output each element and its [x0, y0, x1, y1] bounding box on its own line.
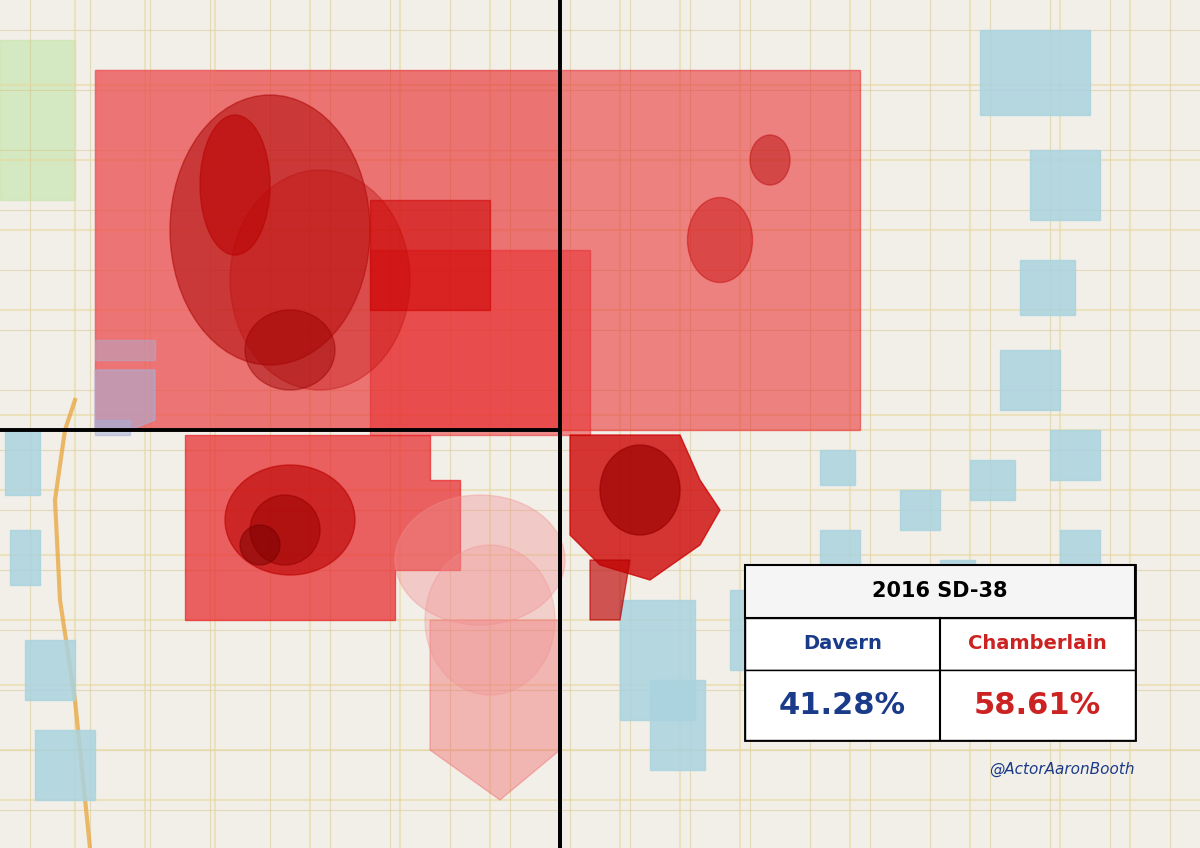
Ellipse shape [230, 170, 410, 390]
Bar [370, 200, 490, 310]
Ellipse shape [395, 495, 565, 625]
Text: Davern: Davern [803, 634, 882, 653]
Ellipse shape [200, 115, 270, 255]
Ellipse shape [245, 310, 335, 390]
Ellipse shape [750, 135, 790, 185]
Text: @ActorAaronBooth: @ActorAaronBooth [990, 762, 1135, 778]
Bar [1030, 150, 1100, 220]
Bar [95, 340, 155, 360]
Bar [1000, 350, 1060, 410]
Bar [820, 530, 860, 580]
Text: Chamberlain: Chamberlain [968, 634, 1106, 653]
Polygon shape [590, 560, 630, 620]
Bar [745, 617, 1135, 670]
Ellipse shape [425, 545, 554, 695]
Bar [560, 70, 860, 430]
Bar [620, 600, 695, 720]
Bar [25, 640, 74, 700]
Bar [940, 560, 974, 600]
Polygon shape [95, 370, 155, 430]
Bar [820, 450, 854, 485]
Polygon shape [430, 620, 560, 800]
Bar [1050, 430, 1100, 480]
Bar [370, 250, 590, 435]
Bar [745, 565, 1135, 617]
Bar [745, 670, 1135, 740]
Bar [1060, 530, 1100, 565]
Ellipse shape [170, 95, 370, 365]
Bar [95, 70, 215, 430]
Bar [650, 680, 706, 770]
Bar [95, 70, 560, 430]
Bar [900, 490, 940, 530]
Bar [730, 590, 775, 670]
Bar [760, 660, 796, 715]
Text: 58.61%: 58.61% [974, 690, 1102, 719]
Bar [860, 600, 895, 645]
Polygon shape [95, 420, 130, 435]
Ellipse shape [688, 198, 752, 282]
Ellipse shape [226, 465, 355, 575]
Ellipse shape [600, 445, 680, 535]
Bar [5, 430, 40, 495]
Bar [10, 530, 40, 585]
Ellipse shape [240, 525, 280, 565]
Ellipse shape [250, 495, 320, 565]
Bar [0, 40, 74, 200]
Bar [35, 730, 95, 800]
Text: 41.28%: 41.28% [779, 690, 906, 719]
Bar [970, 460, 1015, 500]
Bar [1020, 260, 1075, 315]
Polygon shape [570, 435, 720, 580]
Bar [745, 565, 1135, 740]
Polygon shape [185, 435, 460, 620]
Bar [980, 30, 1090, 115]
Text: 2016 SD-38: 2016 SD-38 [872, 581, 1008, 601]
